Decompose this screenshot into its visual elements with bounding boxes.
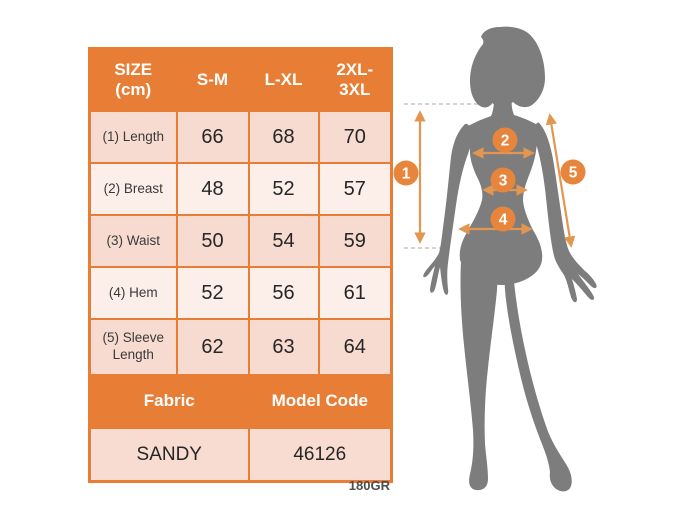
row-label-length: (1) Length: [88, 110, 178, 164]
marker-3-icon: 3: [490, 167, 516, 193]
sleeve-s-m: 62: [175, 318, 250, 376]
fabric-value: SANDY: [88, 427, 250, 483]
length-s-m: 66: [175, 110, 250, 164]
table-row-waist: (3) Waist 50 54 59: [88, 214, 393, 268]
svg-text:1: 1: [402, 166, 411, 183]
size-table-header-row: SIZE (cm) S-M L-XL 2XL- 3XL: [88, 47, 393, 112]
marker-1-icon: 1: [393, 160, 419, 186]
silhouette-right-leg: [504, 254, 572, 492]
svg-text:4: 4: [499, 212, 508, 229]
hem-l-xl: 56: [247, 266, 320, 320]
row-label-waist: (3) Waist: [88, 214, 178, 268]
header-size-cm: SIZE (cm): [88, 47, 178, 112]
svg-text:2: 2: [501, 133, 510, 150]
hem-2xl-3xl: 61: [317, 266, 393, 320]
size-chart-table: SIZE (cm) S-M L-XL 2XL- 3XL (1) Length 6…: [88, 47, 393, 483]
table-row-length: (1) Length 66 68 70: [88, 110, 393, 164]
silhouette-left-leg: [460, 248, 498, 491]
waist-2xl-3xl: 59: [317, 214, 393, 268]
breast-l-xl: 52: [247, 162, 320, 216]
marker-5-icon: 5: [560, 159, 586, 185]
header-2xl-3xl: 2XL- 3XL: [317, 47, 393, 112]
hem-s-m: 52: [175, 266, 250, 320]
breast-s-m: 48: [175, 162, 250, 216]
marker-4-icon: 4: [490, 206, 516, 232]
table-row-sleeve-length: (5) Sleeve Length 62 63 64: [88, 318, 393, 376]
dashed-guides: [404, 103, 504, 249]
female-body-silhouette: [423, 26, 597, 492]
sleeve-l-xl: 63: [247, 318, 320, 376]
row-label-sleeve-length: (5) Sleeve Length: [88, 318, 178, 376]
length-l-xl: 68: [247, 110, 320, 164]
table-row-hem: (4) Hem 52 56 61: [88, 266, 393, 320]
silhouette-left-arm: [423, 123, 472, 295]
weight-footnote: 180GR: [348, 478, 390, 493]
row-label-hem: (4) Hem: [88, 266, 178, 320]
measurement-markers: 1 2 3 4 5: [393, 127, 586, 232]
row-label-breast: (2) Breast: [88, 162, 178, 216]
header-l-xl: L-XL: [247, 47, 320, 112]
fabric-header: Fabric: [88, 374, 250, 429]
model-code-header: Model Code: [247, 374, 393, 429]
sleeve-arrow: [545, 113, 576, 248]
svg-text:3: 3: [499, 173, 508, 190]
waist-l-xl: 54: [247, 214, 320, 268]
breast-2xl-3xl: 57: [317, 162, 393, 216]
length-2xl-3xl: 70: [317, 110, 393, 164]
model-code-value: 46126: [247, 427, 393, 483]
waist-s-m: 50: [175, 214, 250, 268]
svg-text:5: 5: [569, 165, 578, 182]
table-row-breast: (2) Breast 48 52 57: [88, 162, 393, 216]
silhouette-hair-head: [470, 26, 545, 108]
header-s-m: S-M: [175, 47, 250, 112]
sleeve-2xl-3xl: 64: [317, 318, 393, 376]
info-header-row: Fabric Model Code: [88, 374, 393, 429]
info-value-row: SANDY 46126: [88, 427, 393, 483]
marker-2-icon: 2: [492, 127, 518, 153]
